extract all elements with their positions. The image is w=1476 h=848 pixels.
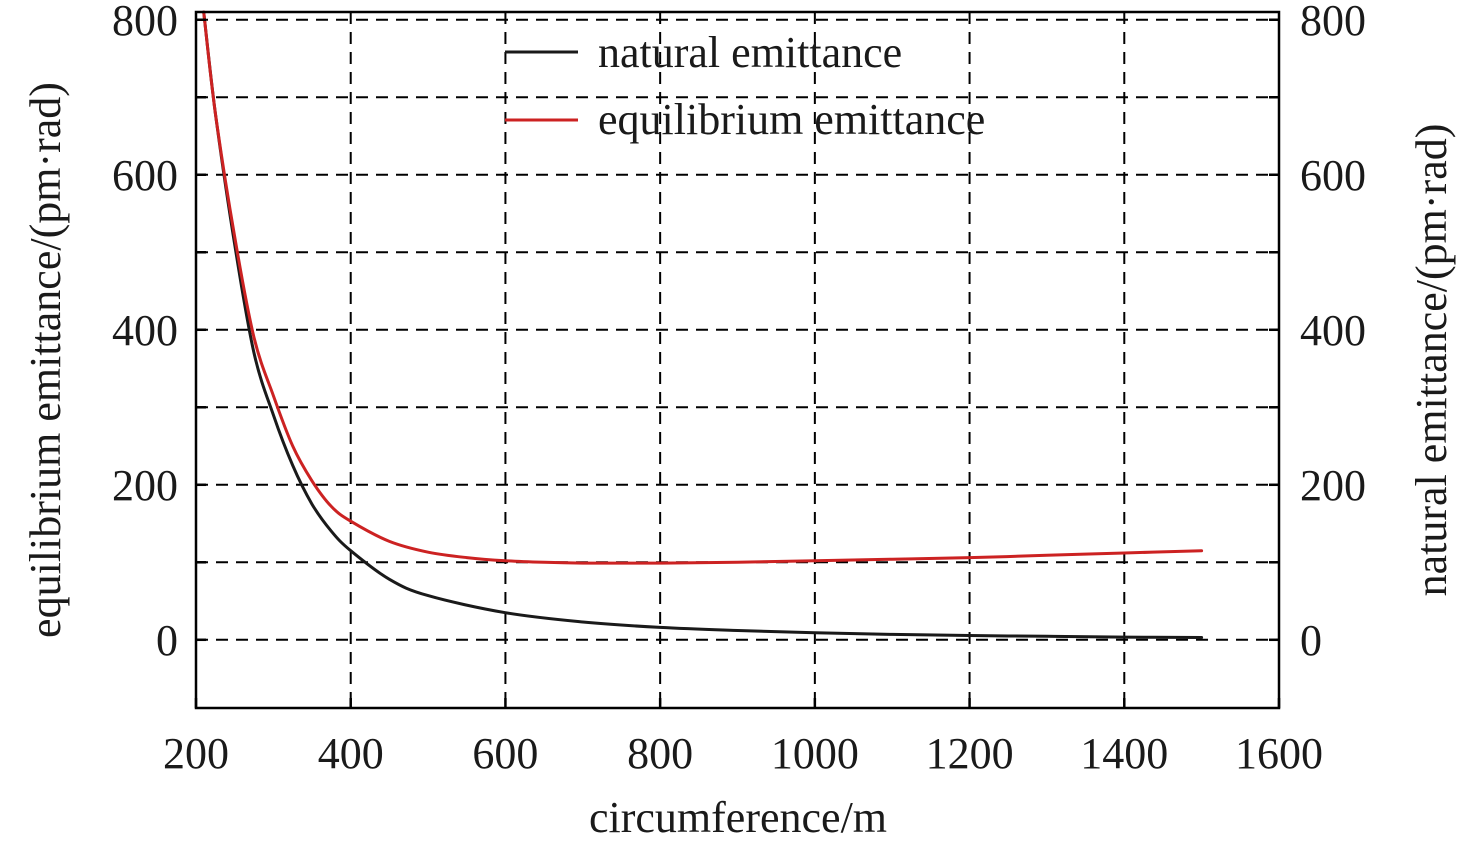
left-y-axis-title: equilibrium emittance/(pm·rad) xyxy=(21,82,70,638)
right-y-tick-label: 600 xyxy=(1300,151,1366,200)
x-axis-tick-labels: 200 400 600 800 1000 1200 1400 1600 xyxy=(163,729,1323,778)
x-axis-title: circumference/m xyxy=(589,793,887,842)
left-y-tick-label: 800 xyxy=(112,0,178,45)
grid xyxy=(196,12,1279,708)
legend-label-natural-emittance: natural emittance xyxy=(598,28,902,77)
plot-series xyxy=(202,10,1204,639)
left-y-tick-label: 200 xyxy=(112,461,178,510)
right-y-tick-label: 800 xyxy=(1300,0,1366,45)
right-y-axis-title: natural emittance/(pm·rad) xyxy=(1407,124,1456,597)
left-y-tick-label: 0 xyxy=(156,616,178,665)
right-y-tick-label: 400 xyxy=(1300,306,1366,355)
x-tick-label: 800 xyxy=(627,729,693,778)
x-tick-label: 200 xyxy=(163,729,229,778)
x-tick-label: 400 xyxy=(318,729,384,778)
x-tick-label: 1600 xyxy=(1235,729,1323,778)
left-y-tick-label: 400 xyxy=(112,306,178,355)
series-line-equilibrium-emittance xyxy=(202,10,1204,565)
x-tick-label: 600 xyxy=(472,729,538,778)
left-y-tick-label: 600 xyxy=(112,151,178,200)
left-y-axis-tick-labels: 0 200 400 600 800 xyxy=(112,0,178,665)
axis-ticks xyxy=(194,18,1281,708)
right-y-tick-label: 200 xyxy=(1300,461,1366,510)
legend-label-equilibrium-emittance: equilibrium emittance xyxy=(598,95,985,144)
series-line-natural-emittance xyxy=(202,10,1204,639)
x-tick-label: 1400 xyxy=(1080,729,1168,778)
x-tick-label: 1000 xyxy=(771,729,859,778)
x-tick-label: 1200 xyxy=(926,729,1014,778)
plot-frame xyxy=(194,10,1281,710)
right-y-axis-tick-labels: 0 200 400 600 800 xyxy=(1300,0,1366,665)
legend: natural emittance equilibrium emittance xyxy=(505,28,985,144)
right-y-tick-label: 0 xyxy=(1300,616,1322,665)
